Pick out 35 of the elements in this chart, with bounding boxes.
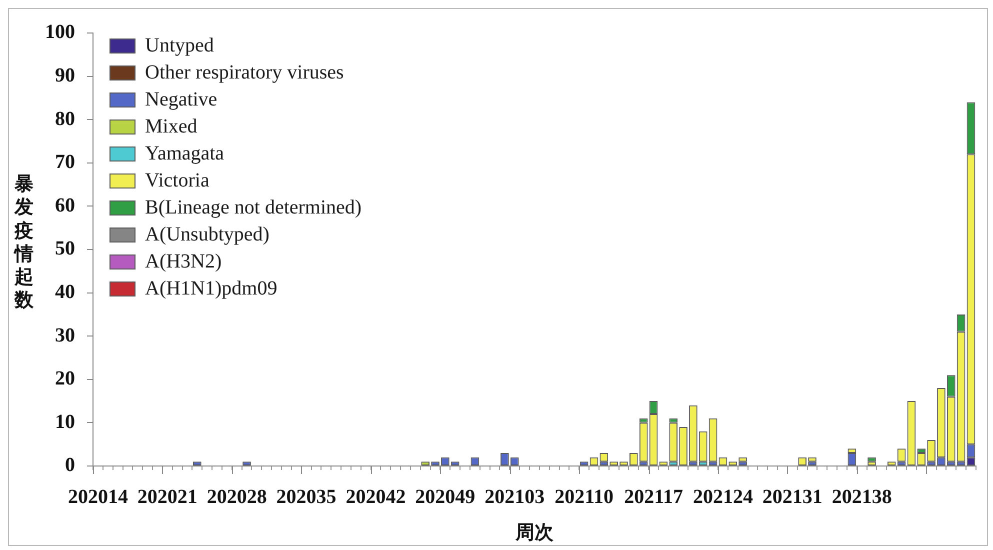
y-tick-label: 30 — [55, 324, 75, 346]
x-tick-label: 202124 — [692, 486, 753, 508]
y-axis-title: 暴发疫情起数 — [13, 173, 34, 313]
y-tick-label: 90 — [55, 64, 75, 86]
x-tick-label: 202014 — [68, 486, 128, 508]
legend-label: Untyped — [145, 34, 214, 56]
y-tick-label: 10 — [55, 410, 75, 433]
legend-label: A(H3N2) — [145, 250, 222, 272]
legend-label: A(H1N1)pdm09 — [145, 277, 278, 300]
x-tick-label: 202035 — [276, 486, 336, 508]
x-tick-label: 202042 — [346, 486, 406, 508]
legend-label: Victoria — [145, 169, 210, 192]
y-tick-label: 0 — [65, 454, 75, 476]
x-tick-label: 202117 — [624, 486, 683, 508]
x-tick-label: 202103 — [484, 486, 545, 508]
legend-label: A(Unsubtyped) — [145, 223, 270, 246]
y-tick-label: 70 — [55, 151, 75, 174]
y-tick-label: 20 — [55, 368, 75, 390]
y-tick-label: 100 — [45, 21, 75, 44]
x-tick-label: 202028 — [206, 486, 267, 508]
x-tick-label: 202049 — [415, 486, 476, 508]
y-tick-label: 40 — [55, 280, 75, 303]
y-tick-label: 80 — [55, 108, 75, 130]
x-tick-label: 202021 — [137, 486, 198, 508]
x-tick-label: 202110 — [554, 486, 614, 508]
x-tick-label: 202131 — [762, 486, 822, 508]
y-tick-label: 50 — [55, 238, 75, 260]
legend-label: B(Lineage not determined) — [145, 196, 362, 218]
legend-label: Yamagata — [145, 142, 224, 164]
legend-label: Other respiratory viruses — [145, 61, 344, 84]
x-axis-title: 周次 — [514, 522, 554, 544]
x-tick-label: 202138 — [832, 486, 892, 508]
legend-label: Negative — [145, 88, 218, 110]
y-tick-label: 60 — [55, 194, 75, 216]
legend-label: Mixed — [145, 115, 198, 138]
